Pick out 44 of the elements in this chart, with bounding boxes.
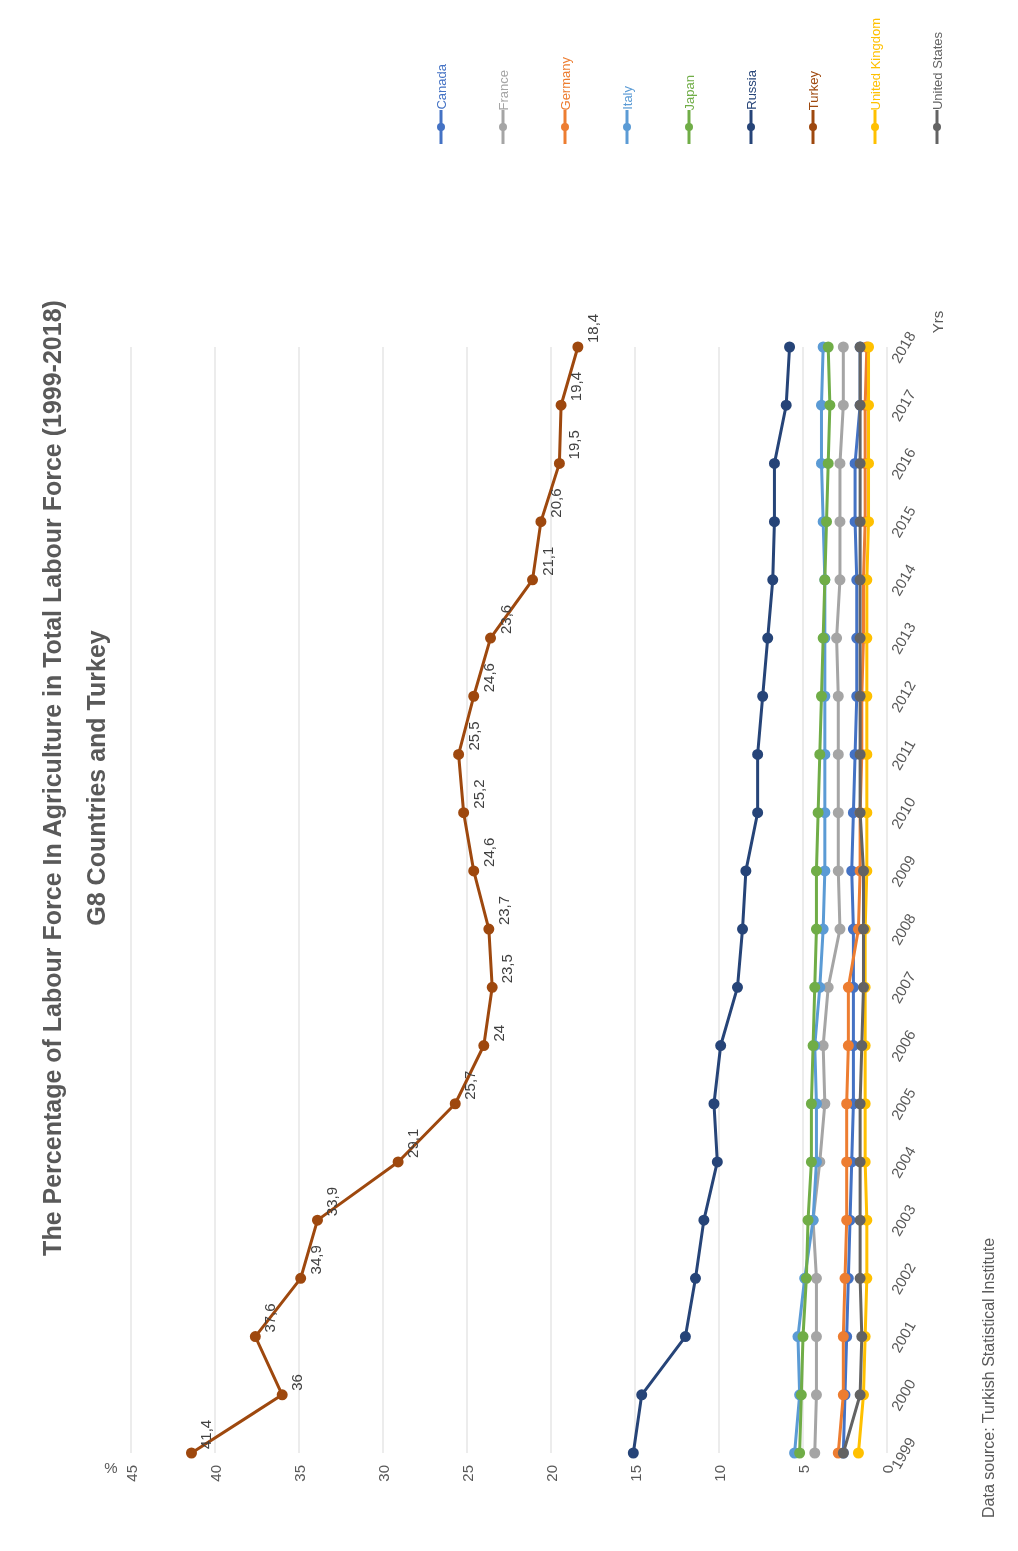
x-tick-label: 10 xyxy=(710,1465,728,1482)
x-tick-label: 5 xyxy=(794,1465,812,1474)
data-label: 33,9 xyxy=(323,1186,341,1217)
data-label: 37,6 xyxy=(261,1303,279,1333)
x-tick-label: 20 xyxy=(542,1465,560,1482)
data-label: 34,9 xyxy=(306,1245,324,1275)
data-label: 23,7 xyxy=(494,895,512,926)
text: United Kingdom xyxy=(867,17,883,110)
source-note: Data source: Turkish Statistical Institute xyxy=(980,1236,998,1518)
x-tick-label: 45 xyxy=(122,1465,140,1482)
data-label: 25,7 xyxy=(461,1070,479,1100)
data-label: 41,4 xyxy=(197,1419,215,1449)
data-label: 25,5 xyxy=(464,721,482,751)
text: United States xyxy=(929,31,945,110)
data-label: 20,6 xyxy=(546,488,564,518)
data-label: 23,5 xyxy=(498,954,516,984)
x-tick-label: 0 xyxy=(878,1465,896,1474)
data-label: 24 xyxy=(489,1024,507,1042)
data-label: 25,2 xyxy=(469,779,487,809)
data-label: 36 xyxy=(288,1374,306,1391)
text: France xyxy=(495,69,511,110)
text: Turkey xyxy=(805,70,821,110)
x-tick-label: 30 xyxy=(374,1465,392,1482)
x-tick-label: 35 xyxy=(290,1465,308,1482)
text: Italy xyxy=(619,86,635,110)
text: The Percentage of Labour Force In Agriculture in Total Labour Force (1999-2018) xyxy=(37,299,67,1258)
x-axis-title: % xyxy=(104,1458,118,1476)
x-tick-label: 15 xyxy=(626,1465,644,1482)
data-label: 19,5 xyxy=(565,430,583,460)
text: Germany xyxy=(557,56,573,110)
text: Canada xyxy=(433,64,449,110)
data-label: 23,6 xyxy=(496,604,514,635)
data-label: 19,4 xyxy=(567,372,585,402)
text: Japan xyxy=(681,74,697,110)
x-tick-label: 40 xyxy=(206,1465,224,1482)
text: Russia xyxy=(743,70,759,110)
data-label: 29,1 xyxy=(404,1128,422,1158)
y-axis-title: Yrs xyxy=(928,310,946,334)
data-label: 24,6 xyxy=(479,837,497,867)
data-label: 18,4 xyxy=(583,313,601,343)
data-label: 24,6 xyxy=(479,663,497,693)
x-tick-label: 25 xyxy=(458,1465,476,1482)
data-label: 21,1 xyxy=(538,546,556,576)
text: G8 Countries and Turkey xyxy=(81,629,111,928)
